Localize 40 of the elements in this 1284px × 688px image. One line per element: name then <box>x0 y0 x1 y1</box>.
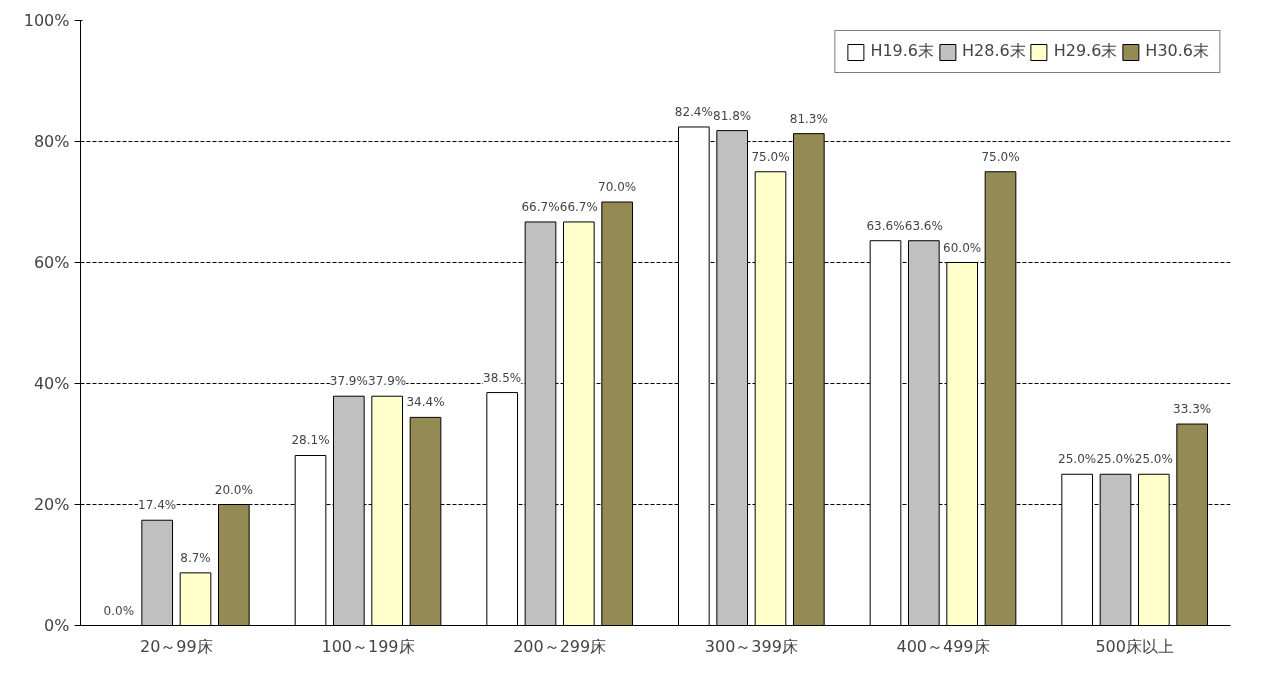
data-label: 81.8% <box>713 108 752 123</box>
legend-label: H30.6末 <box>1145 41 1209 62</box>
data-label: 75.0% <box>981 149 1020 164</box>
y-tick-label: 0% <box>44 616 70 635</box>
y-tick-label: 60% <box>33 253 70 272</box>
legend-label: H19.6末 <box>870 41 935 62</box>
data-label: 82.4% <box>674 104 713 119</box>
y-tick-label: 20% <box>33 495 70 514</box>
data-label: 63.6% <box>904 218 943 233</box>
legend-label: H29.6末 <box>1053 41 1118 62</box>
data-label: 17.4% <box>138 498 177 513</box>
x-tick-label: 200～299床 <box>513 636 607 656</box>
data-label: 8.7% <box>180 550 211 565</box>
data-label: 0.0% <box>103 603 135 618</box>
y-tick-label: 100% <box>23 11 70 30</box>
data-label: 20.0% <box>214 482 253 497</box>
x-tick-label: 300～399床 <box>704 636 798 656</box>
x-tick-label: 500床以上 <box>1095 636 1174 656</box>
data-label: 63.6% <box>866 218 905 233</box>
data-label: 37.9% <box>329 374 368 389</box>
data-label: 60.0% <box>943 240 982 255</box>
data-label: 66.7% <box>521 199 560 214</box>
data-label: 37.9% <box>368 374 407 389</box>
data-label: 81.3% <box>789 111 828 126</box>
y-tick-label: 80% <box>33 132 70 151</box>
x-tick-label: 20～99床 <box>139 636 213 656</box>
data-label: 66.7% <box>559 199 598 214</box>
data-label: 25.0% <box>1058 452 1097 467</box>
data-label: 70.0% <box>598 180 637 194</box>
x-tick-label: 400～499床 <box>896 636 990 656</box>
data-label: 33.3% <box>1173 402 1212 417</box>
data-label: 75.0% <box>751 149 790 164</box>
data-label: 38.5% <box>483 370 522 385</box>
data-label: 25.0% <box>1096 452 1135 467</box>
y-tick-label: 40% <box>33 374 70 393</box>
x-tick-label: 100～199床 <box>321 636 415 656</box>
legend-label: H28.6末 <box>962 41 1026 62</box>
data-label: 28.1% <box>291 433 330 448</box>
data-label: 25.0% <box>1134 452 1173 467</box>
data-label: 34.4% <box>406 395 445 410</box>
